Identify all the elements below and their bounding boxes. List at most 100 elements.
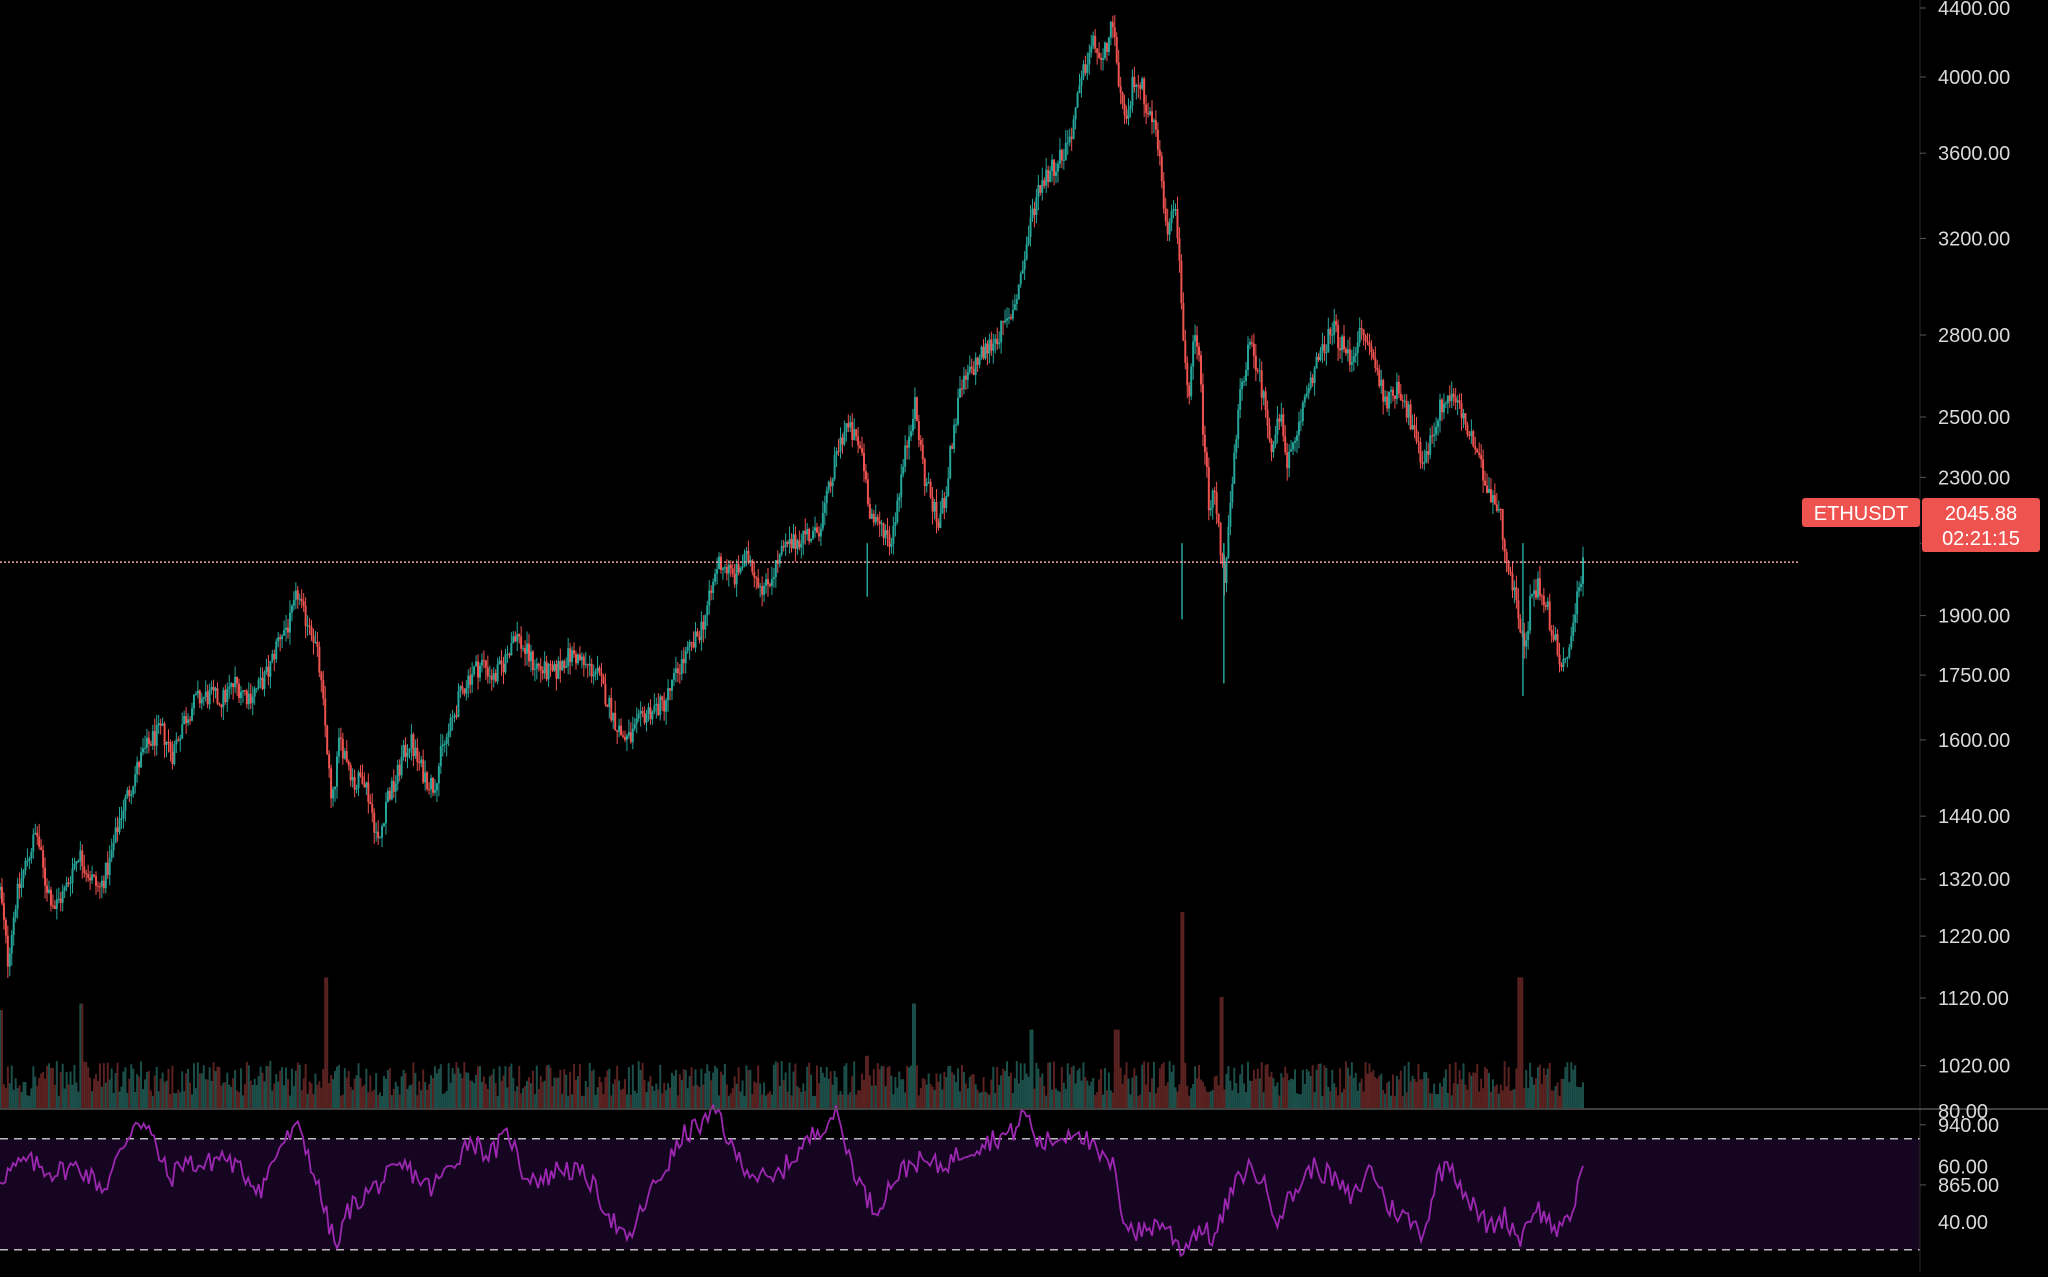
candle-body	[1158, 149, 1161, 157]
volume-bar	[984, 1091, 987, 1108]
candle-body	[847, 423, 850, 428]
candle-body	[896, 500, 899, 523]
volume-bar	[145, 1071, 148, 1108]
candle-body	[95, 876, 97, 886]
volume-bar	[988, 1094, 991, 1108]
last-price-tag[interactable]: 2045.88 02:21:15	[1922, 498, 2040, 552]
volume-bar	[475, 1074, 478, 1108]
candle-body	[524, 648, 527, 654]
volume-bar	[671, 1072, 673, 1108]
candle-body	[1096, 48, 1099, 53]
volume-bar	[332, 1079, 335, 1108]
candle-body	[1382, 379, 1385, 402]
candle-body	[890, 543, 893, 547]
volume-bar	[1576, 1086, 1579, 1108]
volume-bar	[118, 1091, 121, 1108]
volume-bar	[1364, 1061, 1367, 1108]
volume-bar	[285, 1067, 288, 1108]
volume-bar	[974, 1084, 977, 1108]
volume-bar	[1215, 1075, 1218, 1108]
candle-body	[1517, 600, 1520, 619]
volume-bar	[1578, 1087, 1581, 1108]
candle-body	[73, 863, 76, 869]
volume-bar	[377, 1094, 380, 1108]
candle-body	[1325, 352, 1328, 354]
candle-body	[661, 696, 664, 701]
candle-body	[547, 663, 550, 680]
candle-body	[185, 715, 188, 724]
candle-body	[543, 661, 546, 674]
volume-bar	[296, 1062, 299, 1108]
candle-body	[894, 522, 897, 526]
candle-body	[1536, 578, 1539, 598]
candle-body	[888, 534, 891, 547]
volume-bar	[770, 1094, 773, 1108]
volume-bar	[1486, 1068, 1489, 1108]
candle-body	[1139, 85, 1142, 89]
volume-bar	[872, 1068, 875, 1108]
volume-bar	[330, 1075, 333, 1108]
volume-bar	[892, 1094, 895, 1108]
volume-bar	[1493, 1086, 1496, 1108]
volume-bar	[782, 1079, 785, 1108]
candle-body	[747, 550, 750, 563]
candle-body	[635, 718, 638, 724]
volume-bar	[712, 1072, 715, 1108]
candle-body	[1529, 596, 1532, 631]
candle-body	[275, 641, 278, 660]
volume-bar	[1315, 1069, 1318, 1108]
volume-bar	[1009, 1072, 1012, 1108]
volume-bar	[128, 1078, 131, 1108]
candle-body	[234, 676, 237, 688]
candle-body	[1515, 587, 1518, 601]
volume-bar	[1393, 1095, 1396, 1108]
candle-body	[1397, 381, 1400, 394]
candle-body	[1041, 180, 1044, 193]
volume-bar	[1292, 1079, 1295, 1108]
candle-body	[623, 736, 626, 740]
candle-body	[727, 564, 730, 574]
volume-bar	[34, 1076, 37, 1108]
volume-bar	[234, 1070, 237, 1108]
volume-bar	[149, 1090, 152, 1108]
volume-bar	[1070, 1067, 1073, 1108]
volume-bar	[571, 1094, 574, 1108]
candle-body	[1476, 449, 1479, 453]
candle-body	[1252, 343, 1255, 356]
candle-body	[974, 357, 977, 376]
volume-bar	[87, 1067, 90, 1108]
candle-body	[596, 667, 599, 672]
candle-body	[69, 883, 72, 885]
volume-bar	[451, 1067, 454, 1108]
volume-bar	[1350, 1062, 1353, 1108]
candle-body	[1035, 197, 1038, 215]
volume-bar	[837, 1094, 840, 1108]
volume-bar	[328, 1083, 331, 1108]
volume-bar	[1482, 1088, 1485, 1108]
candle-body	[1580, 583, 1583, 588]
candle-body	[671, 679, 673, 691]
volume-bar	[294, 1070, 297, 1108]
volume-bar	[1207, 1092, 1210, 1108]
volume-bar	[1536, 1067, 1539, 1108]
candle-body	[369, 801, 372, 805]
volume-bar	[275, 1073, 278, 1108]
volume-bar	[829, 1071, 832, 1108]
volume-bar	[1431, 1093, 1434, 1108]
volume-bar	[890, 1075, 893, 1108]
candle-body	[1164, 208, 1167, 222]
volume-bar	[95, 1074, 97, 1108]
volume-bar	[1519, 977, 1522, 1108]
volume-bar	[982, 1077, 985, 1108]
candle-body	[210, 686, 213, 690]
volume-bar	[302, 1078, 305, 1108]
volume-bar	[998, 1085, 1001, 1108]
candle-body	[1147, 113, 1150, 115]
symbol-tag[interactable]: ETHUSDT	[1802, 498, 1920, 527]
volume-bar	[239, 1068, 242, 1108]
candle-body	[59, 898, 62, 903]
